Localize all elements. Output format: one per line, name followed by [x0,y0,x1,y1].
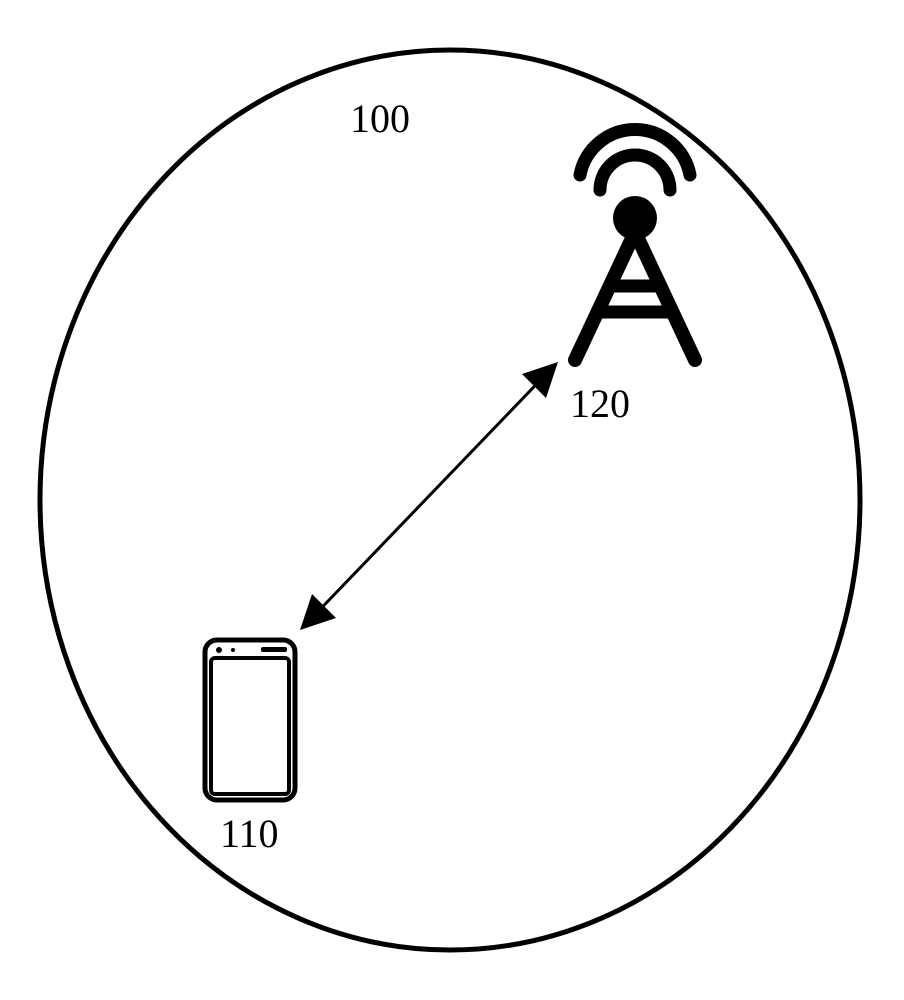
network-diagram [0,0,904,1000]
cell-label: 100 [350,95,410,142]
smartphone-icon [205,640,295,800]
connection-arrow [300,362,558,630]
device-label: 110 [220,810,279,857]
cell-tower-icon [575,130,695,360]
cell-boundary [40,50,860,950]
tower-label: 120 [570,380,630,427]
